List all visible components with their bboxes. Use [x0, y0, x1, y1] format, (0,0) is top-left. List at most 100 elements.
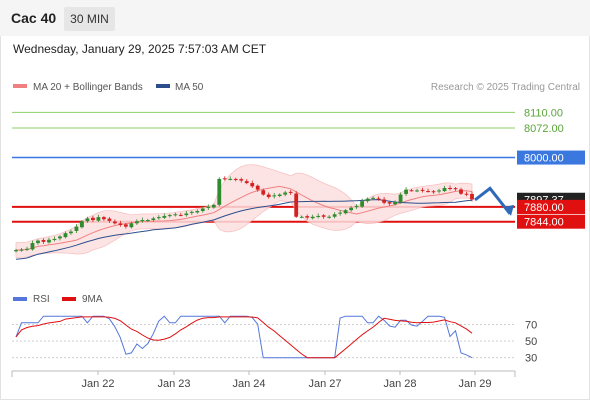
rsi-line — [15, 315, 473, 359]
candle-body — [398, 194, 403, 202]
instrument-title: Cac 40 — [11, 10, 57, 26]
candle-body — [261, 190, 266, 195]
forecast-arrow-line — [474, 186, 512, 215]
candle-body — [140, 220, 145, 222]
level-label-4: 7844.00 — [524, 217, 564, 229]
rsi-tick-label-30: 30 — [525, 353, 537, 365]
candle-body — [288, 191, 293, 193]
candle-body — [184, 213, 189, 216]
support-label-front: 7880.00 — [524, 202, 564, 214]
candle-body — [41, 239, 46, 242]
candle-body — [371, 197, 376, 199]
candle-body — [448, 187, 452, 189]
candle-body — [437, 190, 441, 192]
level-label-2: 8000.00 — [524, 153, 564, 165]
rsi-tick-label-70: 70 — [525, 319, 537, 331]
main-legend: MA 20 + Bollinger Bands MA 50 Research ©… — [13, 82, 580, 93]
support-label-bg-front — [517, 199, 585, 214]
candle-body — [167, 215, 172, 217]
x-tick-label-0: Jan 22 — [81, 378, 114, 390]
candle-body — [173, 214, 178, 216]
candle-body — [310, 216, 315, 219]
candle-body — [316, 215, 321, 217]
candle-body — [200, 208, 205, 211]
rsi-legend-label: RSI — [33, 294, 50, 305]
main-panel: 8110.008072.008000.007880.007844.007897.… — [12, 107, 585, 260]
candle-body — [393, 201, 397, 205]
candle-body — [299, 216, 304, 218]
ma9-legend-swatch — [62, 297, 76, 301]
candle-body — [365, 198, 370, 202]
candle-body — [217, 178, 222, 205]
candle-body — [415, 190, 419, 192]
timeframe-button[interactable]: 30 MIN — [64, 7, 115, 31]
candle-body — [250, 183, 255, 187]
candle-body — [255, 185, 260, 190]
rsi-tick-label-50: 50 — [525, 336, 537, 348]
ma20-line — [15, 185, 473, 251]
candle-body — [305, 216, 310, 218]
candle-body — [420, 189, 425, 191]
candle-body — [244, 181, 249, 184]
candle-body — [349, 207, 354, 211]
bollinger-band-area — [15, 164, 473, 258]
candle-body — [239, 179, 244, 181]
candle-body — [277, 194, 282, 196]
timestamp: Wednesday, January 29, 2025 7:57:03 AM C… — [13, 42, 267, 56]
candle-body — [294, 193, 299, 217]
candle-body — [354, 206, 359, 208]
candle-body — [189, 211, 194, 213]
candle-body — [459, 189, 463, 194]
ma20-legend-label: MA 20 + Bollinger Bands — [33, 82, 143, 93]
candle-body — [338, 212, 343, 214]
candle-body — [222, 178, 227, 180]
candle-body — [156, 217, 161, 219]
forecast-arrow-head — [504, 204, 514, 216]
ma50-legend-label: MA 50 — [175, 82, 204, 93]
candle-body — [30, 243, 35, 250]
ma9-legend-label: 9MA — [82, 294, 103, 305]
candle-body — [47, 239, 51, 243]
top-bar: Cac 40 30 MIN — [0, 0, 590, 36]
candle-body — [283, 192, 288, 195]
ma50-legend-swatch — [156, 84, 170, 88]
ma20-legend-swatch — [13, 84, 27, 88]
rsi-legend: RSI 9MA — [13, 294, 103, 305]
candle-body — [266, 194, 271, 198]
candle-body — [431, 191, 436, 193]
candle-body — [63, 233, 68, 238]
candle-body — [162, 215, 167, 218]
candle-body — [96, 217, 101, 221]
candle-body — [58, 236, 62, 239]
candle-body — [360, 201, 365, 207]
candle-body — [19, 249, 24, 251]
candle-body — [14, 250, 18, 252]
x-tick-label-5: Jan 29 — [458, 378, 491, 390]
level-label-1: 8072.00 — [524, 123, 564, 135]
x-tick-label-1: Jan 23 — [157, 378, 190, 390]
candle-body — [233, 178, 238, 180]
rsi-ma9-line — [15, 316, 473, 359]
candle-body — [453, 188, 458, 190]
rsi-legend-swatch — [13, 297, 27, 301]
candle-body — [145, 220, 150, 222]
candle-body — [206, 206, 211, 208]
x-tick-label-4: Jan 28 — [383, 378, 416, 390]
candle-body — [211, 204, 216, 208]
candle-body — [69, 231, 73, 234]
candle-body — [129, 223, 134, 228]
candle-body — [321, 215, 326, 217]
candle-body — [426, 191, 430, 193]
candle-body — [228, 178, 233, 180]
level-label-bg-2 — [517, 150, 585, 165]
candle-body — [442, 187, 447, 192]
candle-body — [112, 221, 117, 224]
candle-body — [404, 189, 408, 194]
candle-body — [470, 193, 474, 200]
candle-body — [118, 223, 123, 225]
candle-body — [151, 218, 156, 221]
candle-body — [102, 217, 106, 220]
candle-body — [25, 248, 29, 250]
candle-body — [272, 195, 277, 197]
candle-body — [52, 238, 57, 240]
